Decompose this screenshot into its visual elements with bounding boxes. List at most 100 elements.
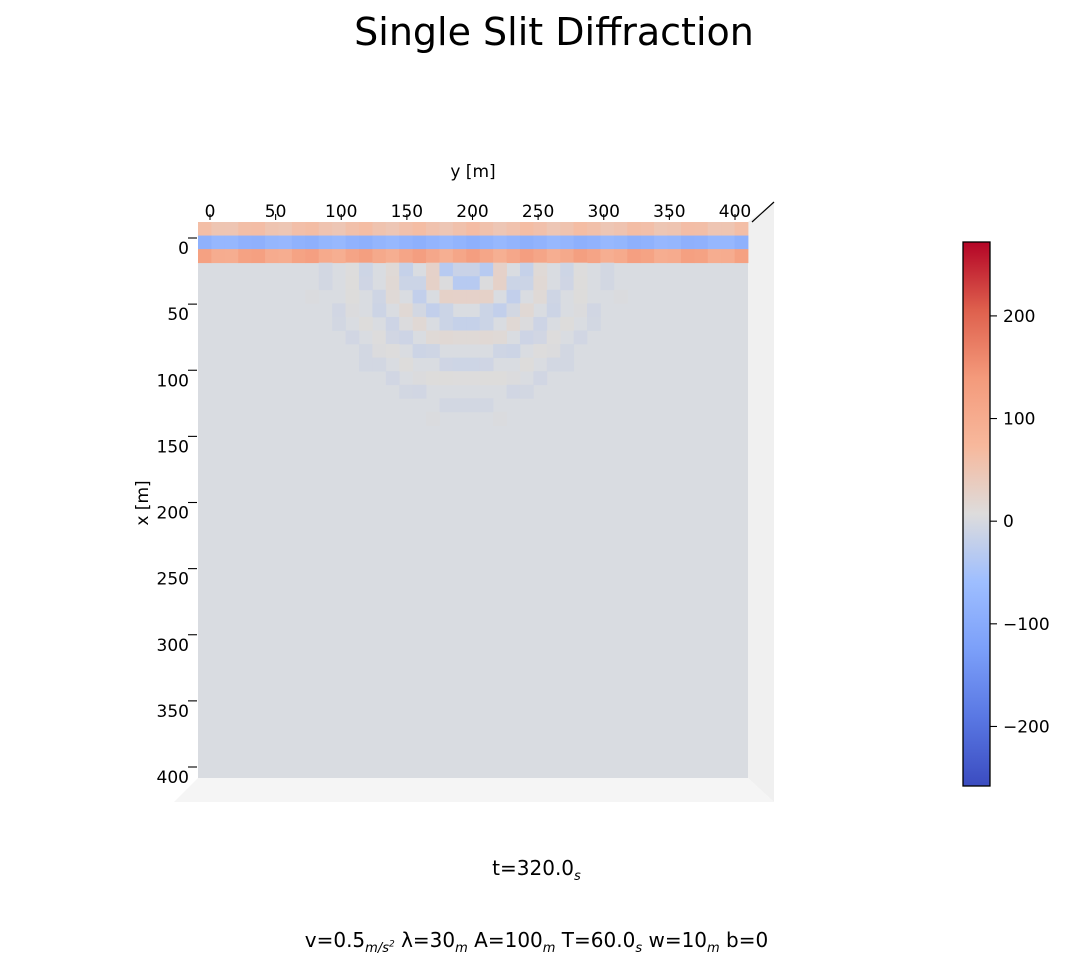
heatmap-cell (345, 249, 360, 264)
heatmap-cell (305, 222, 320, 236)
heatmap-cell (493, 411, 507, 426)
heatmap-cell (560, 235, 575, 250)
heatmap-cell (640, 235, 655, 250)
heatmap-cell (560, 344, 575, 359)
heatmap-cell (546, 289, 561, 304)
heatmap-cell (385, 262, 400, 277)
heatmap-cell (265, 249, 279, 264)
heatmap-cell (439, 289, 454, 304)
heatmap-cell (533, 249, 548, 264)
heatmap-cell (412, 249, 427, 264)
heatmap-cell (707, 235, 722, 250)
heatmap-cell (426, 411, 440, 426)
colorbar (962, 241, 991, 787)
heatmap-cell (479, 289, 494, 304)
colorbar-ticks: 200 100 0 −100 −200 (990, 307, 1050, 737)
heatmap-cell (546, 330, 561, 345)
y-tick-label: 350 (157, 702, 189, 722)
heatmap-cell (385, 249, 400, 264)
parameter-unit: m (455, 941, 468, 956)
heatmap-cell (332, 316, 346, 331)
heatmap-cell (466, 398, 481, 413)
heatmap-cell (211, 222, 226, 236)
time-annotation: t=320.0s (0, 856, 1073, 884)
heatmap-cell (291, 235, 306, 250)
heatmap-cell (546, 303, 561, 318)
heatmap-cell (372, 344, 387, 359)
heatmap-cell (305, 249, 320, 264)
heatmap-cell (385, 235, 400, 250)
heatmap-cell (519, 303, 534, 318)
heatmap-cell (385, 276, 400, 291)
heatmap-cell (399, 222, 414, 236)
heatmap-cell (506, 289, 521, 304)
x-axis: 0 50 100 150 200 250 300 350 400 (205, 202, 752, 222)
heatmap-cell (667, 235, 682, 250)
heatmap-cell (318, 262, 333, 277)
heatmap-cell (345, 262, 360, 277)
heatmap-cell (560, 262, 575, 277)
heatmap-cell (426, 235, 440, 250)
heatmap-cell (426, 276, 440, 291)
heatmap-cell (426, 222, 440, 236)
x-tick-label: 50 (265, 202, 287, 222)
heatmap-cell (412, 384, 427, 399)
heatmap-cell (560, 249, 575, 264)
heatmap-cell (519, 330, 534, 345)
y-tick-label: 50 (167, 305, 189, 325)
heatmap-cell (533, 222, 548, 236)
heatmap-cell (305, 235, 320, 250)
heatmap-cell (613, 235, 628, 250)
heatmap-cell (224, 235, 239, 250)
heatmap-cell (372, 330, 387, 345)
heatmap-cell (533, 316, 548, 331)
heatmap-cell (452, 330, 467, 345)
heatmap-cell (426, 371, 440, 386)
heatmap-cell (358, 344, 373, 359)
parameter-value: λ=30 (394, 928, 456, 952)
heatmap-cell (452, 276, 467, 291)
y-tick-label: 200 (157, 504, 189, 524)
heatmap-cell (278, 249, 293, 264)
heatmap-cell (667, 222, 682, 236)
heatmap-cell (238, 222, 253, 236)
heatmap-cell (493, 303, 507, 318)
heatmap-cell (479, 398, 494, 413)
heatmap-cell (721, 222, 735, 236)
y-tick-label: 0 (178, 239, 189, 259)
heatmap-cell (519, 249, 534, 264)
parameter-value: w=10 (642, 928, 708, 952)
heatmap-cell (412, 222, 427, 236)
heatmap-cell (278, 235, 293, 250)
y-tick-label: 150 (157, 437, 189, 457)
heatmap-cell (224, 222, 239, 236)
heatmap-cell (479, 357, 494, 372)
heatmap-cell (198, 249, 212, 264)
parameter-value: T=60.0 (555, 928, 636, 952)
heatmap-cell (439, 222, 454, 236)
heatmap-cell (439, 249, 454, 264)
heatmap-cell (546, 344, 561, 359)
heatmap-cell (385, 330, 400, 345)
parameter-unit: m (542, 941, 556, 956)
top-axis-edge (751, 201, 775, 223)
heatmap-cell (533, 276, 548, 291)
heatmap-cell (479, 303, 494, 318)
heatmap-cell (506, 371, 521, 386)
heatmap-cell (412, 316, 427, 331)
heatmap-cells (198, 222, 749, 426)
heatmap-cell (573, 330, 588, 345)
heatmap-cell (372, 235, 387, 250)
heatmap-cell (345, 235, 360, 250)
x-tick-label: 0 (205, 202, 216, 222)
heatmap-cell (694, 222, 709, 236)
heatmap-cell (452, 235, 467, 250)
heatmap-cell (439, 330, 454, 345)
heatmap-cell (452, 398, 467, 413)
heatmap-cell (654, 235, 668, 250)
heatmap-cell (519, 384, 534, 399)
heatmap-cell (439, 316, 454, 331)
heatmap-cell (667, 249, 682, 264)
heatmap-cell (358, 357, 373, 372)
heatmap-cell (466, 316, 481, 331)
